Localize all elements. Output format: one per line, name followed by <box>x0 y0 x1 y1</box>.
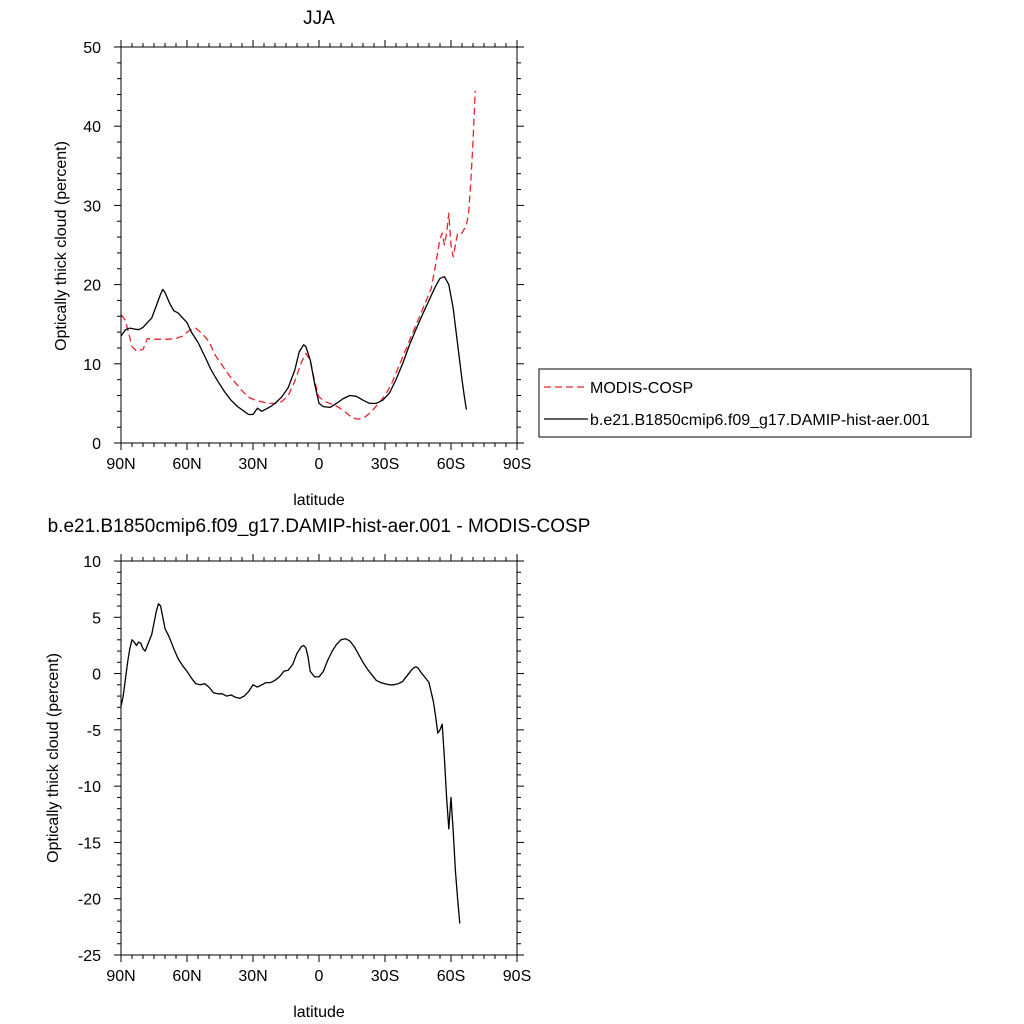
bottom-panel: b.e21.B1850cmip6.f09_g17.DAMIP-hist-aer.… <box>45 516 590 1021</box>
top-y-tick-label: 50 <box>83 40 101 57</box>
top-panel: JJA Optically thick cloud (percent) lati… <box>53 8 972 509</box>
bottom-y-tick-label: -25 <box>78 948 101 965</box>
legend: MODIS-COSP b.e21.B1850cmip6.f09_g17.DAMI… <box>538 368 972 438</box>
legend-label-model: b.e21.B1850cmip6.f09_g17.DAMIP-hist-aer.… <box>590 412 930 429</box>
bottom-x-tick-label: 90S <box>503 968 531 985</box>
bottom-ticks: 90N 60N 30N 0 30S 60S 90S 10 5 0 -5 -10 -15 -20 -25 <box>78 554 531 985</box>
legend-label-modis: MODIS-COSP <box>590 380 693 397</box>
bottom-y-tick-label: -15 <box>78 835 101 852</box>
bottom-y-tick-label: -20 <box>78 892 101 909</box>
top-x-tick-label: 60S <box>437 456 465 473</box>
top-series-line-1 <box>120 276 468 416</box>
top-x-axis-label: latitude <box>293 492 345 509</box>
bottom-y-tick-label: -5 <box>87 723 101 740</box>
top-lines <box>120 90 476 420</box>
bottom-plot-frame <box>120 560 518 956</box>
top-x-tick-label: 0 <box>315 456 324 473</box>
bottom-x-tick-label: 30S <box>371 968 399 985</box>
bottom-x-tick-label: 60S <box>437 968 465 985</box>
top-y-tick-label: 10 <box>83 357 101 374</box>
top-ticks: 90N 60N 30N 0 30S 60S 90S 0 10 20 30 40 50 <box>83 40 531 473</box>
top-y-axis-label: Optically thick cloud (percent) <box>53 141 70 351</box>
bottom-lines <box>120 603 461 924</box>
bottom-x-tick-label: 60N <box>172 968 201 985</box>
top-x-tick-label: 90S <box>503 456 531 473</box>
top-y-tick-label: 40 <box>83 119 101 136</box>
bottom-series-line-0 <box>120 603 461 924</box>
legend-box <box>538 368 972 438</box>
bottom-y-axis-label: Optically thick cloud (percent) <box>45 653 62 863</box>
top-x-tick-label: 30S <box>371 456 399 473</box>
bottom-y-tick-label: 5 <box>92 610 101 627</box>
top-series-line-0 <box>120 90 476 420</box>
top-plot-frame <box>120 46 518 444</box>
bottom-y-tick-label: 10 <box>83 554 101 571</box>
bottom-x-tick-label: 30N <box>238 968 267 985</box>
top-y-tick-label: 30 <box>83 198 101 215</box>
top-y-tick-label: 0 <box>92 436 101 453</box>
bottom-x-axis-label: latitude <box>293 1004 345 1021</box>
bottom-y-tick-label: 0 <box>92 667 101 684</box>
bottom-y-tick-label: -10 <box>78 779 101 796</box>
top-x-tick-label: 90N <box>106 456 135 473</box>
top-y-tick-label: 20 <box>83 278 101 295</box>
top-x-tick-label: 30N <box>238 456 267 473</box>
bottom-chart-title: b.e21.B1850cmip6.f09_g17.DAMIP-hist-aer.… <box>48 516 591 537</box>
bottom-x-tick-label: 90N <box>106 968 135 985</box>
bottom-x-tick-label: 0 <box>315 968 324 985</box>
top-chart-title: JJA <box>303 8 335 29</box>
top-x-tick-label: 60N <box>172 456 201 473</box>
